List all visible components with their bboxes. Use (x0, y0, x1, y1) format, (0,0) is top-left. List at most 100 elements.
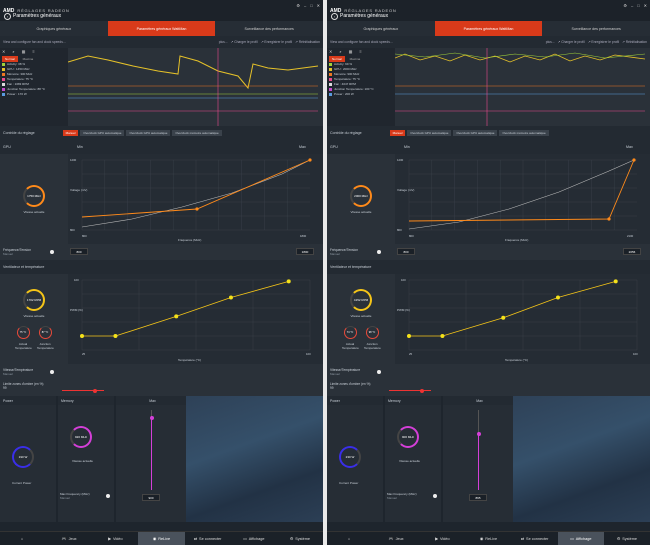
legend-item: Fan : 1683 RPM (2, 82, 66, 87)
tuning-button-2[interactable]: Overclock GPU automatique (126, 130, 171, 136)
tuning-button-2[interactable]: Overclock GPU automatique (453, 130, 498, 136)
tab-2[interactable]: Surveillance des performances (244, 26, 294, 31)
search-icon[interactable]: ⌕ (12, 49, 15, 54)
zero-rpm-slider[interactable] (62, 388, 104, 393)
freq-voltage-toggle[interactable] (377, 250, 381, 254)
close-icon[interactable]: ✕ (643, 3, 647, 8)
fan-temp-toggle[interactable] (50, 370, 54, 374)
settings-icon[interactable]: ⚙ (296, 3, 300, 8)
tuning-button-1[interactable]: Overclock GPU automatique (407, 130, 452, 136)
nav-label: Vidéo (112, 536, 123, 541)
mem-max-knob[interactable] (149, 416, 154, 421)
memory-header: Memory (385, 396, 441, 405)
legend-label: Power : 200 W (334, 92, 354, 96)
nav-label: Affichage (248, 536, 265, 541)
max-freq-toggle[interactable] (433, 494, 437, 498)
zero-rpm-slider[interactable] (389, 388, 431, 393)
legend-swatch (329, 73, 332, 76)
junction-dial: 98 °C (365, 325, 379, 339)
fan-curve-point (440, 334, 445, 338)
max-freq-toggle[interactable] (106, 494, 110, 498)
tab-0[interactable]: Graphiques généraux (363, 26, 399, 31)
tab-1[interactable]: Paramètres généraux WattMan (434, 21, 543, 36)
nav-video[interactable]: ▶ Vidéo (92, 532, 138, 545)
tuning-button-3[interactable]: Overclock mémoire automatique (172, 130, 222, 136)
close-icon[interactable]: ✕ (2, 49, 6, 54)
tab-0[interactable]: Graphiques généraux (36, 26, 72, 31)
minimize-icon[interactable]: – (630, 3, 634, 8)
legend-label: Junction Temperature: 100 °C (334, 87, 374, 91)
power-header: Power (327, 396, 383, 405)
monitor-tab-0[interactable]: Normal (2, 55, 18, 62)
junction-label: Junction Temperature (364, 341, 381, 350)
monitor-tab-0[interactable]: Normal (329, 55, 345, 62)
freq-max-input[interactable]: 2056 (623, 248, 641, 255)
back-icon[interactable]: ‹ (331, 13, 338, 20)
nav-relive[interactable]: ◉ ReLive (465, 532, 511, 545)
tuning-button-1[interactable]: Overclock GPU automatique (80, 130, 125, 136)
mem-max-input[interactable]: 895 (469, 494, 487, 501)
settings-icon[interactable]: ⚙ (623, 3, 627, 8)
mem-max-knob[interactable] (476, 432, 481, 437)
display-icon: ▭ (243, 537, 247, 541)
fan-gauges: 4152 RPM Vitesse actuelle 74 °C Actual Tem… (327, 274, 395, 364)
close-icon[interactable]: ✕ (329, 49, 333, 54)
nav-gamepad[interactable]: 🎮 Jeux (46, 532, 92, 545)
pwm-max-tick: 100 (74, 278, 79, 282)
nav-display[interactable]: ▭ Affichage (231, 532, 277, 545)
chart-icon[interactable]: ▦ (21, 49, 26, 54)
zero-rpm-value: 99 (3, 386, 7, 390)
maximize-icon[interactable]: □ (637, 3, 640, 8)
tuning-button-0[interactable]: Manuel (62, 130, 79, 136)
nav-connect[interactable]: ⇄ Se connecter (185, 532, 231, 545)
action-0[interactable]: ↗ Charger le profil (230, 40, 258, 44)
minimize-icon[interactable]: – (303, 3, 307, 8)
list-icon[interactable]: ≡ (359, 49, 362, 54)
nav-system[interactable]: ⚙ Système (604, 532, 650, 545)
maximize-icon[interactable]: □ (310, 3, 313, 8)
fan-section-label: Ventilateur et température (330, 265, 372, 269)
nav-system[interactable]: ⚙ Système (277, 532, 323, 545)
nav-home[interactable]: ⌂ (0, 532, 46, 545)
back-icon[interactable]: ‹ (4, 13, 11, 20)
nav-home[interactable]: ⌂ (327, 532, 373, 545)
search-icon[interactable]: ⌕ (339, 49, 342, 54)
freq-voltage-toggle[interactable] (50, 250, 54, 254)
freq-min-input[interactable]: 800 (397, 248, 415, 255)
chart-icon[interactable]: ▦ (348, 49, 353, 54)
action-2[interactable]: ↗ Réinitialisation (622, 40, 647, 44)
nav-relive[interactable]: ◉ ReLive (138, 532, 185, 545)
nav-connect[interactable]: ⇄ Se connecter (512, 532, 558, 545)
nav-video[interactable]: ▶ Vidéo (419, 532, 465, 545)
monitor-tab-1[interactable]: Maxima (349, 56, 361, 61)
tab-2[interactable]: Surveillance des performances (571, 26, 621, 31)
action-2[interactable]: ↗ Réinitialisation (295, 40, 320, 44)
nav-gamepad[interactable]: 🎮 Jeux (373, 532, 419, 545)
tuning-button-3[interactable]: Overclock mémoire automatique (499, 130, 549, 136)
mem-max-slider[interactable] (149, 410, 154, 490)
freq-max-input[interactable]: 1800 (296, 248, 314, 255)
more-link[interactable]: plus... (218, 40, 228, 44)
fan-temp-toggle[interactable] (377, 370, 381, 374)
bottom-area: Power 190 W Current Power Memory 920 MHz… (0, 396, 323, 522)
tuning-button-0[interactable]: Manuel (389, 130, 406, 136)
slider-knob[interactable] (93, 388, 98, 393)
action-0[interactable]: ↗ Charger le profil (557, 40, 585, 44)
close-icon[interactable]: ✕ (316, 3, 320, 8)
action-1[interactable]: ↗ Enregistrer le profil (587, 40, 620, 44)
nav-display[interactable]: ▭ Affichage (557, 532, 604, 545)
list-icon[interactable]: ≡ (32, 49, 35, 54)
legend-item: GPU : 2000 MHz (329, 67, 393, 72)
mem-max-input[interactable]: 900 (142, 494, 160, 501)
more-link[interactable]: plus... (545, 40, 555, 44)
slider-knob[interactable] (420, 388, 425, 393)
freq-min-input[interactable]: 800 (70, 248, 88, 255)
legend-swatch (2, 88, 5, 91)
power-value: 230 W (345, 455, 355, 459)
monitor-tab-1[interactable]: Maxima (22, 56, 34, 61)
action-1[interactable]: ↗ Enregistrer le profil (260, 40, 293, 44)
tab-1[interactable]: Paramètres généraux WattMan (107, 21, 216, 36)
legend-item: Température: 75 °C (2, 77, 66, 82)
mem-max-slider[interactable] (476, 410, 481, 490)
monitor-icons: ✕ ⌕ ▦ ≡ (329, 48, 393, 55)
